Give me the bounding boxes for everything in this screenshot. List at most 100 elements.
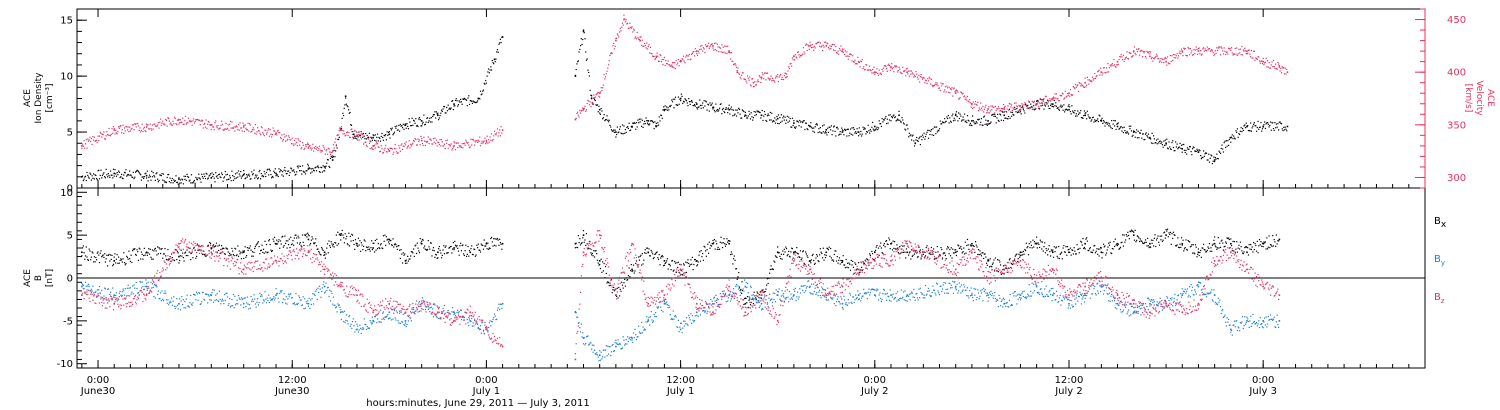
data-point bbox=[111, 127, 113, 130]
data-point bbox=[271, 133, 273, 136]
data-point bbox=[1175, 245, 1177, 247]
data-point bbox=[1217, 47, 1219, 49]
data-point bbox=[827, 46, 830, 49]
data-point bbox=[632, 264, 635, 266]
data-point bbox=[810, 122, 812, 124]
data-point bbox=[1031, 106, 1033, 108]
data-point bbox=[265, 171, 268, 174]
data-point bbox=[763, 291, 765, 293]
data-point bbox=[338, 234, 340, 236]
data-point bbox=[1201, 247, 1203, 249]
data-point bbox=[980, 118, 983, 120]
data-point bbox=[1282, 67, 1284, 69]
data-point bbox=[306, 144, 308, 146]
data-point bbox=[793, 122, 795, 124]
data-point bbox=[251, 251, 254, 253]
data-point bbox=[153, 123, 155, 125]
data-point bbox=[789, 256, 791, 258]
data-point bbox=[728, 51, 730, 53]
data-point bbox=[330, 241, 332, 243]
data-point bbox=[280, 243, 282, 245]
data-point bbox=[165, 255, 167, 257]
data-point bbox=[1011, 262, 1013, 265]
data-point bbox=[98, 135, 101, 137]
data-point bbox=[113, 175, 115, 177]
data-point bbox=[117, 131, 119, 133]
data-point bbox=[981, 252, 983, 254]
data-point bbox=[666, 109, 668, 111]
data-point bbox=[703, 245, 705, 247]
data-point bbox=[885, 240, 887, 243]
data-point bbox=[1088, 248, 1091, 250]
data-point bbox=[728, 108, 730, 111]
data-point bbox=[420, 120, 423, 122]
data-point bbox=[1048, 245, 1050, 247]
data-point bbox=[600, 87, 602, 89]
data-point bbox=[462, 98, 464, 100]
data-point bbox=[179, 122, 181, 124]
data-point bbox=[418, 117, 421, 119]
data-point bbox=[1052, 249, 1054, 251]
data-point bbox=[1158, 142, 1160, 144]
data-point bbox=[896, 119, 898, 121]
data-point bbox=[192, 182, 194, 184]
data-point bbox=[785, 247, 788, 250]
data-point bbox=[741, 109, 743, 111]
data-point bbox=[885, 239, 888, 242]
data-point bbox=[698, 106, 700, 108]
data-point bbox=[325, 150, 327, 152]
data-point bbox=[418, 118, 420, 120]
data-point bbox=[1263, 64, 1265, 66]
data-point bbox=[259, 178, 262, 180]
data-point bbox=[168, 120, 170, 122]
data-point bbox=[662, 256, 664, 258]
data-point bbox=[1056, 255, 1058, 257]
data-point bbox=[802, 120, 805, 122]
data-point bbox=[851, 60, 853, 62]
data-point bbox=[410, 251, 412, 253]
data-point bbox=[1076, 115, 1078, 117]
data-point bbox=[354, 136, 357, 138]
data-point bbox=[699, 260, 702, 262]
data-point bbox=[852, 60, 855, 63]
data-point bbox=[654, 58, 656, 61]
data-point bbox=[852, 260, 854, 263]
data-point bbox=[601, 90, 603, 92]
data-point bbox=[983, 111, 985, 113]
data-point bbox=[1007, 262, 1009, 264]
data-point bbox=[827, 131, 830, 134]
data-point bbox=[296, 145, 298, 147]
data-point bbox=[104, 138, 106, 140]
data-point bbox=[1172, 53, 1175, 56]
data-point bbox=[1255, 125, 1257, 127]
data-point bbox=[467, 245, 469, 248]
data-point bbox=[400, 144, 402, 146]
data-point bbox=[803, 120, 805, 122]
data-point bbox=[387, 149, 390, 151]
data-point bbox=[1005, 110, 1007, 112]
data-point bbox=[838, 259, 840, 261]
data-point bbox=[134, 253, 137, 255]
data-point bbox=[1024, 112, 1026, 114]
data-point bbox=[736, 71, 739, 73]
data-point bbox=[282, 140, 284, 142]
data-point bbox=[878, 120, 880, 122]
data-point bbox=[949, 88, 952, 90]
data-point bbox=[1012, 113, 1014, 116]
data-point bbox=[1086, 110, 1088, 112]
data-point bbox=[81, 176, 83, 178]
data-point bbox=[154, 248, 156, 250]
data-point bbox=[324, 167, 326, 169]
data-point bbox=[861, 133, 863, 135]
data-point bbox=[1265, 123, 1267, 125]
data-point bbox=[987, 112, 989, 114]
data-point bbox=[290, 139, 292, 141]
data-point bbox=[780, 121, 782, 123]
data-point bbox=[1178, 52, 1180, 54]
data-point bbox=[902, 245, 904, 247]
data-point bbox=[835, 250, 837, 252]
data-point bbox=[1153, 237, 1155, 239]
data-point bbox=[1226, 51, 1228, 53]
data-point bbox=[1164, 56, 1166, 59]
data-point bbox=[430, 117, 432, 119]
